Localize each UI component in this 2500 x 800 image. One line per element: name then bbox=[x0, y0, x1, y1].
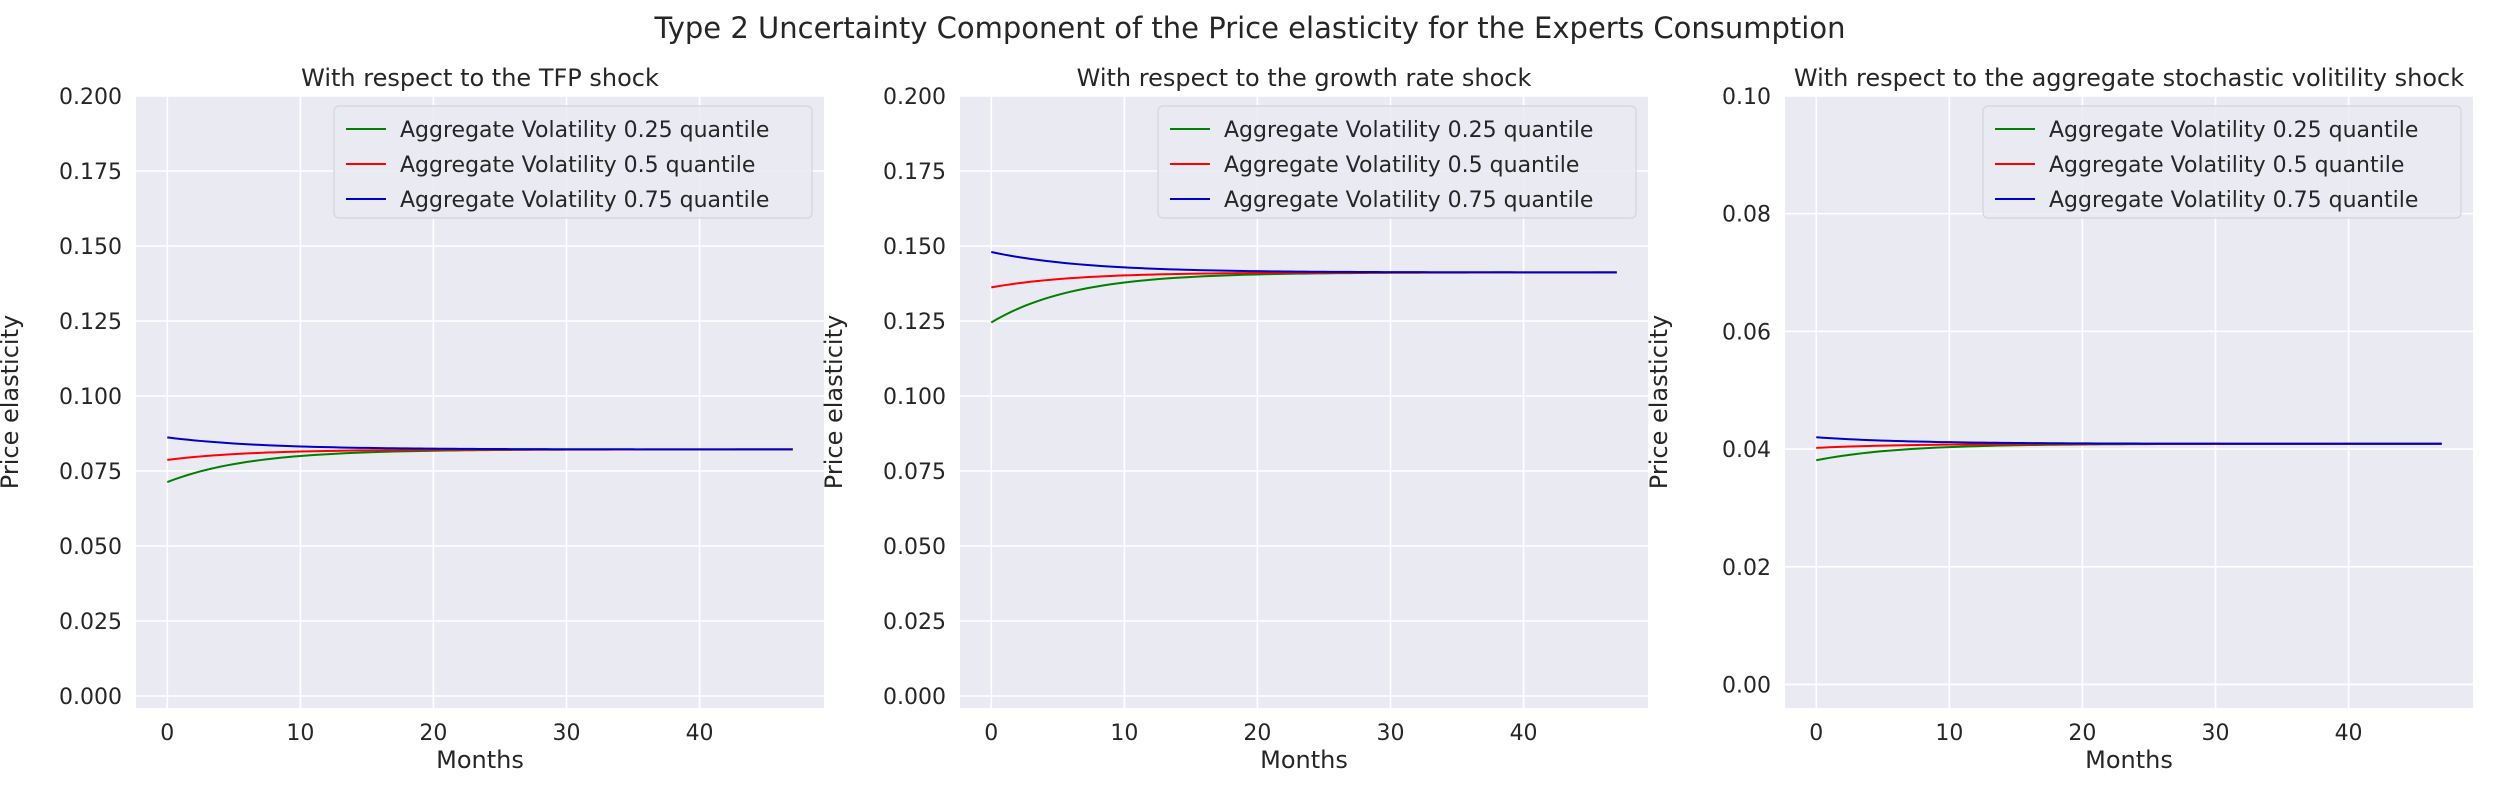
y-tick-label: 0.04 bbox=[1722, 438, 1771, 463]
panel-title: With respect to the aggregate stochastic… bbox=[1794, 64, 2464, 92]
y-tick-label: 0.000 bbox=[883, 685, 946, 710]
x-tick-label: 0 bbox=[160, 721, 174, 746]
y-tick-label: 0.150 bbox=[883, 235, 946, 260]
legend-label: Aggregate Volatility 0.75 quantile bbox=[1224, 188, 1593, 213]
y-tick-label: 0.175 bbox=[59, 160, 122, 185]
x-tick-label: 10 bbox=[1110, 721, 1138, 746]
y-tick-label: 0.100 bbox=[883, 385, 946, 410]
x-tick-label: 10 bbox=[286, 721, 314, 746]
x-tick-label: 30 bbox=[552, 721, 580, 746]
y-tick-label: 0.02 bbox=[1722, 556, 1771, 581]
chart-panel-1: 0 10 20 30 40 0.000 0.025 0.050 0.075 0.100 0.125 0… bbox=[0, 64, 824, 774]
panels: 0 10 20 30 400.0000.0250.0500.0750.1000.1250… bbox=[0, 64, 2473, 774]
x-tick-label: 40 bbox=[1510, 721, 1538, 746]
x-tick-label: 40 bbox=[686, 721, 714, 746]
y-tick-label: 0.050 bbox=[883, 535, 946, 560]
y-tick-label: 0.050 bbox=[59, 535, 122, 560]
y-tick-label: 0.06 bbox=[1722, 320, 1771, 345]
x-axis-label: Months bbox=[1260, 746, 1348, 774]
legend-label: Aggregate Volatility 0.25 quantile bbox=[2049, 118, 2418, 143]
legend-label: Aggregate Volatility 0.5 quantile bbox=[400, 153, 755, 178]
panel-title: With respect to the growth rate shock bbox=[1077, 64, 1532, 92]
y-tick-label: 0.000 bbox=[59, 685, 122, 710]
y-tick-label: 0.125 bbox=[59, 310, 122, 335]
legend-label: Aggregate Volatility 0.25 quantile bbox=[400, 118, 769, 143]
x-tick-label: 10 bbox=[1935, 721, 1963, 746]
y-tick-label: 0.200 bbox=[59, 85, 122, 110]
y-tick-label: 0.150 bbox=[59, 235, 122, 260]
y-tick-label: 0.075 bbox=[883, 460, 946, 485]
legend: Aggregate Volatility 0.25 quantile Aggreg… bbox=[333, 105, 813, 219]
y-tick-label: 0.08 bbox=[1722, 203, 1771, 228]
y-axis-label: Price elasticity bbox=[1645, 315, 1673, 489]
x-tick-label: 20 bbox=[2068, 721, 2096, 746]
y-tick-label: 0.200 bbox=[883, 85, 946, 110]
series-line-3 bbox=[1816, 436, 2442, 445]
legend-box bbox=[1982, 105, 2462, 219]
x-tick-label: 30 bbox=[2201, 721, 2229, 746]
legend-label: Aggregate Volatility 0.75 quantile bbox=[400, 188, 769, 213]
y-tick-label: 0.100 bbox=[59, 385, 122, 410]
legend-box bbox=[1157, 105, 1637, 219]
legend-label: Aggregate Volatility 0.25 quantile bbox=[1224, 118, 1593, 143]
legend-label: Aggregate Volatility 0.5 quantile bbox=[1224, 153, 1579, 178]
legend-label: Aggregate Volatility 0.5 quantile bbox=[2049, 153, 2404, 178]
y-axis-label: Price elasticity bbox=[820, 315, 848, 489]
x-tick-label: 0 bbox=[1809, 721, 1823, 746]
figure-title: Type 2 Uncertainty Component of the Pric… bbox=[654, 11, 1846, 45]
y-tick-label: 0.025 bbox=[59, 610, 122, 635]
series-line-3 bbox=[991, 251, 1617, 274]
y-tick-label: 0.00 bbox=[1722, 673, 1771, 698]
x-tick-label: 30 bbox=[1376, 721, 1404, 746]
panel-title: With respect to the TFP shock bbox=[301, 64, 659, 92]
y-axis-label: Price elasticity bbox=[0, 315, 24, 489]
series-line-3 bbox=[167, 436, 793, 451]
x-axis-label: Months bbox=[436, 746, 524, 774]
chart-panel-2: 0 10 20 30 40 0.000 0.025 0.050 0.075 0.100 0.125 0… bbox=[820, 64, 1648, 774]
x-tick-label: 20 bbox=[419, 721, 447, 746]
x-tick-label: 0 bbox=[984, 721, 998, 746]
y-tick-label: 0.025 bbox=[883, 610, 946, 635]
y-tick-label: 0.175 bbox=[883, 160, 946, 185]
x-axis-label: Months bbox=[2085, 746, 2173, 774]
legend: Aggregate Volatility 0.25 quantile Aggreg… bbox=[1982, 105, 2462, 219]
y-tick-label: 0.075 bbox=[59, 460, 122, 485]
x-tick-label: 20 bbox=[1243, 721, 1271, 746]
legend-label: Aggregate Volatility 0.75 quantile bbox=[2049, 188, 2418, 213]
y-tick-label: 0.125 bbox=[883, 310, 946, 335]
x-tick-label: 40 bbox=[2335, 721, 2363, 746]
legend: Aggregate Volatility 0.25 quantile Aggreg… bbox=[1157, 105, 1637, 219]
chart-panel-3: 0 10 20 30 40 0.00 0.02 0.04 0.06 0.08 0.10 With re… bbox=[1645, 64, 2473, 774]
legend-box bbox=[333, 105, 813, 219]
y-tick-label: 0.10 bbox=[1722, 85, 1771, 110]
